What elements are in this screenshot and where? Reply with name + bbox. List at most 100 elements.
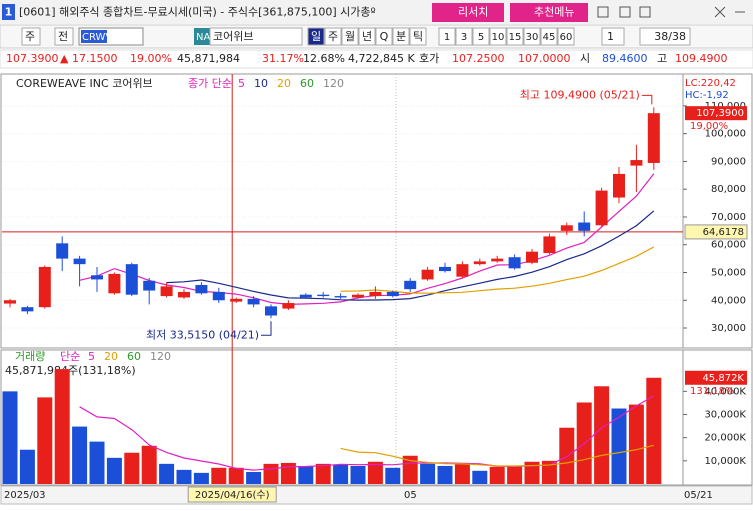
window-icon [2, 4, 15, 20]
interval-button[interactable] [506, 27, 524, 46]
high-note: 최고 109,4900 (05/21) [520, 88, 640, 101]
y-tick-label: 10,000K [704, 456, 746, 467]
turnover: 12.68% [303, 52, 345, 65]
count-box[interactable] [601, 27, 625, 46]
candle-body [299, 294, 312, 298]
cursor-label: 64,6178 [703, 227, 744, 238]
volume-bar [315, 463, 331, 484]
period-button[interactable] [324, 27, 342, 46]
period-button[interactable] [358, 27, 376, 46]
last-pct: 19,00% [690, 121, 728, 132]
interval-button[interactable] [455, 27, 473, 46]
candle-body [404, 280, 417, 290]
symbol: CRWV [82, 32, 112, 43]
volume-bar [124, 452, 140, 484]
interval-button[interactable] [540, 27, 558, 46]
candle-body [38, 266, 51, 308]
cursor-label-box [684, 224, 748, 240]
candle-body [595, 190, 608, 226]
candle-body [630, 160, 643, 166]
open: 89.4600 [602, 52, 648, 65]
period-label: Q [380, 30, 389, 43]
interval-label: 30 [526, 32, 539, 43]
interval-button[interactable] [472, 27, 490, 46]
volume-chart-name: 거래량 [15, 350, 45, 363]
period-button[interactable] [375, 27, 393, 46]
candle-body [265, 306, 277, 316]
interval-label: 15 [509, 32, 522, 43]
ma-legend: 60 [300, 77, 314, 90]
candle-body [508, 257, 521, 269]
volume-bar [176, 469, 192, 484]
volume-bar [211, 467, 227, 484]
candle-body [56, 243, 69, 259]
price-chart-name: COREWEAVE INC 코어위브 [16, 77, 153, 90]
volume-bar [646, 377, 662, 484]
candle-body [143, 280, 156, 291]
interval-label: 45 [543, 32, 556, 43]
candle-body [178, 291, 190, 298]
y-tick-label: 20,000K [704, 433, 746, 444]
period-button[interactable] [409, 27, 427, 46]
period-label: 주 [328, 30, 338, 43]
volume-bar [72, 426, 88, 484]
candle-body [317, 294, 330, 297]
period-button[interactable] [307, 27, 325, 46]
volume-bar [193, 472, 209, 484]
y-tick-label: 30,000K [704, 410, 746, 421]
volume-bar [141, 445, 157, 484]
ma-legend: 20 [104, 350, 118, 363]
candle-body [212, 291, 225, 301]
volume-bar [367, 461, 383, 484]
price-ma-line [166, 210, 655, 301]
candle-body [578, 222, 591, 231]
price-ma-line [79, 173, 655, 306]
ma-legend: 5 [88, 350, 95, 363]
candle-body [21, 307, 34, 312]
interval-button[interactable] [557, 27, 575, 46]
volume-bar [437, 465, 453, 484]
y-tick-label: 60,000 [711, 240, 746, 251]
volume-ratio: 31.17% [262, 52, 304, 65]
recommend-button[interactable] [510, 3, 588, 22]
interval-button[interactable] [489, 27, 507, 46]
volume-bar [420, 463, 436, 484]
volume-bar [507, 465, 523, 484]
y-tick-label: 70,000 [711, 212, 746, 223]
name-box [209, 27, 303, 46]
interval-button[interactable] [438, 27, 456, 46]
x-cursor-label: 2025/04/16(수) [195, 489, 270, 501]
period-label: 월 [345, 30, 355, 43]
last-price-box [685, 106, 747, 121]
candle-body [108, 273, 121, 294]
high-arrow [641, 94, 653, 105]
last-price: 107,3900 [696, 108, 744, 119]
interval-label: 60 [560, 32, 573, 43]
volume-bar [298, 465, 314, 484]
change-pct: 19.00% [130, 52, 172, 65]
interval-label: 5 [478, 32, 484, 43]
x-axis-label: 2025/03 [4, 490, 46, 501]
candle-body [526, 251, 538, 263]
price-indicator: 종가 단순 [188, 77, 232, 90]
volume-bar [106, 457, 122, 484]
candle-body [334, 296, 347, 298]
unit-select[interactable] [21, 27, 41, 46]
period-button[interactable] [341, 27, 359, 46]
volume-bar [333, 464, 349, 484]
ma-legend: 5 [238, 77, 245, 90]
volume-bar [54, 369, 70, 484]
ma-legend: 120 [150, 350, 171, 363]
period-button[interactable] [392, 27, 410, 46]
range-select[interactable] [54, 27, 74, 46]
interval-button[interactable] [523, 27, 541, 46]
research-button[interactable] [432, 3, 504, 22]
ma-legend: 120 [323, 77, 344, 90]
window-controls[interactable] [597, 6, 745, 18]
y-tick-label: 50,000 [711, 267, 746, 278]
volume-bar [472, 470, 488, 484]
high-label: 고 [657, 52, 667, 65]
candle-body [125, 264, 138, 295]
hc: HC:-1,92 [685, 90, 729, 101]
last-volume-pct: 131,18% [690, 386, 735, 397]
